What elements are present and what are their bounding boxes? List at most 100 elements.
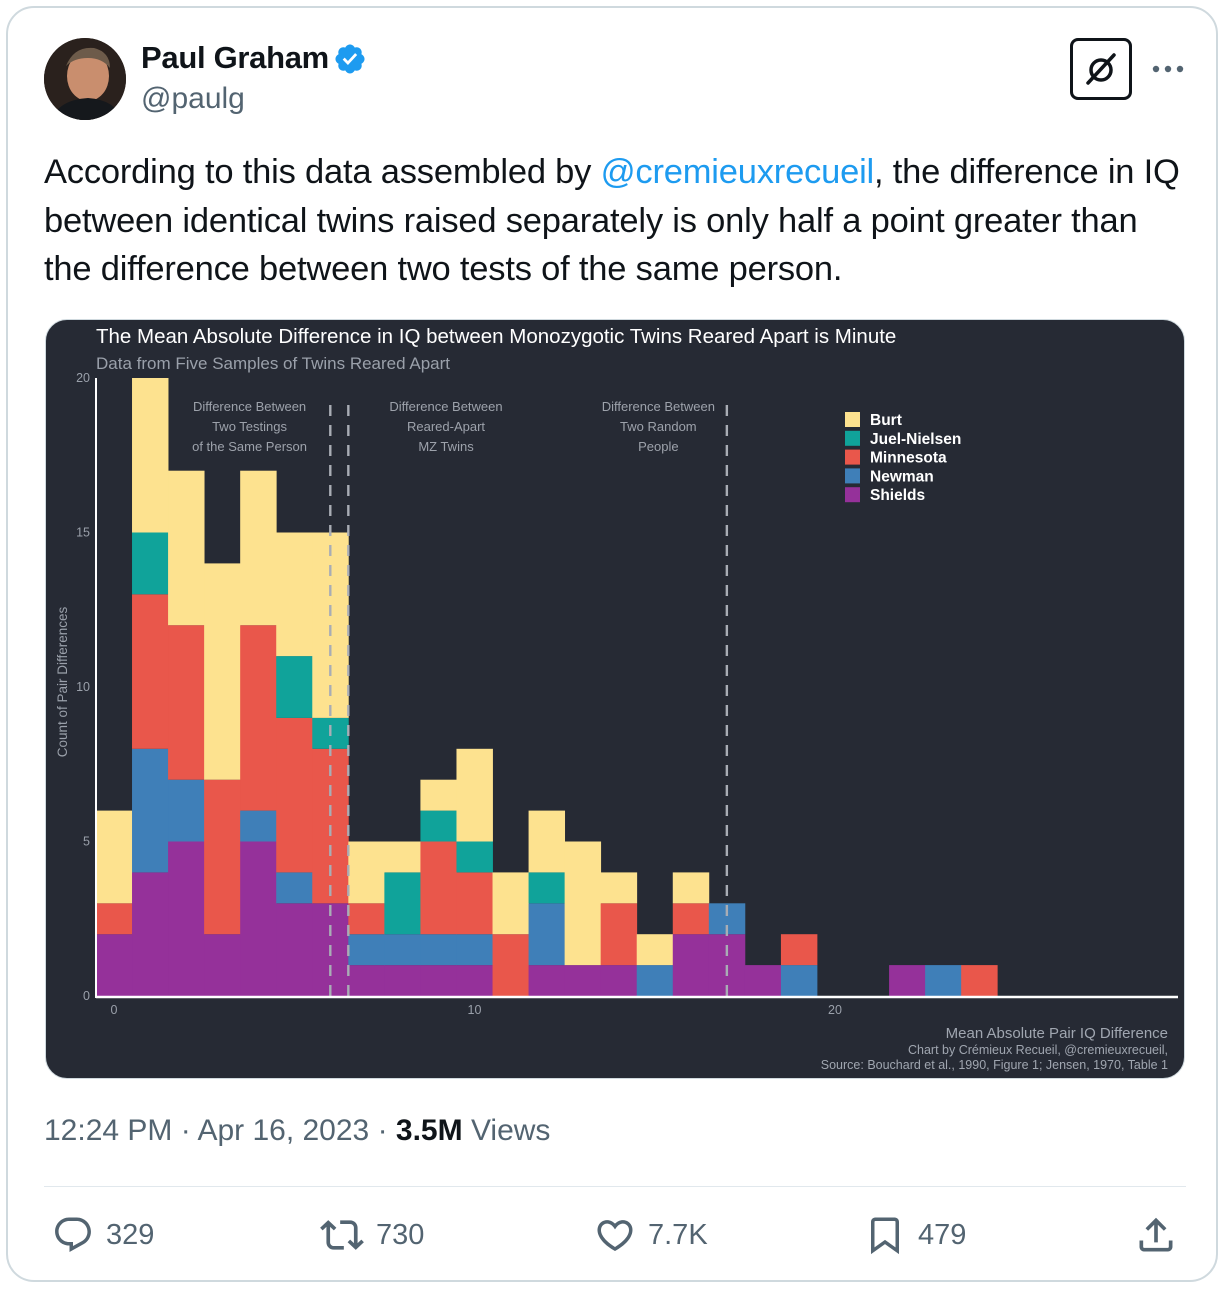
tweet-text: According to this data assembled by @cre… bbox=[44, 148, 1194, 294]
share-icon bbox=[1139, 1217, 1173, 1252]
bar-segment-shields bbox=[240, 841, 277, 996]
reference-label: Difference Between bbox=[193, 399, 306, 414]
chart-image[interactable]: The Mean Absolute Difference in IQ betwe… bbox=[45, 319, 1185, 1079]
chart-caption-1: Chart by Crémieux Recueil, @cremieuxrecu… bbox=[908, 1043, 1168, 1057]
legend-swatch-juel-nielsen bbox=[845, 430, 860, 446]
views-count: 3.5M bbox=[395, 1114, 463, 1147]
bar-segment-juel-nielsen bbox=[132, 532, 169, 595]
bookmark-button[interactable]: 479 bbox=[864, 1212, 966, 1258]
bar-segment-newman bbox=[240, 810, 277, 842]
like-count: 7.7K bbox=[648, 1218, 708, 1251]
bar-segment-shields bbox=[528, 965, 566, 996]
bar-segment-shields bbox=[132, 872, 169, 996]
grok-button[interactable] bbox=[1070, 38, 1132, 100]
separator: · bbox=[172, 1114, 198, 1147]
bookmark-count: 479 bbox=[918, 1218, 967, 1251]
legend-swatch-minnesota bbox=[845, 449, 860, 465]
tweet-timestamp[interactable]: 12:24 PM · Apr 16, 2023 · 3.5M Views bbox=[44, 1114, 550, 1148]
more-icon bbox=[1152, 65, 1184, 73]
legend-label: Shields bbox=[870, 487, 925, 504]
legend-label: Minnesota bbox=[870, 450, 947, 467]
bar-segment-newman bbox=[168, 779, 205, 842]
y-tick-label: 15 bbox=[76, 526, 90, 540]
like-icon bbox=[597, 1220, 633, 1252]
bar-segment-burt bbox=[276, 532, 313, 657]
bar-segment-newman bbox=[384, 934, 421, 966]
y-tick-label: 20 bbox=[76, 371, 90, 385]
bar-segment-shields bbox=[384, 965, 421, 996]
bar-segment-burt bbox=[420, 779, 457, 811]
bar-segment-burt bbox=[456, 748, 493, 842]
bar-segment-juel-nielsen bbox=[420, 810, 457, 842]
tweet-text-after: , the difference in IQ between identical… bbox=[44, 153, 1180, 288]
bar-segment-burt bbox=[204, 563, 241, 780]
bar-segment-newman bbox=[132, 748, 169, 873]
author-name[interactable]: Paul Graham bbox=[141, 40, 329, 75]
bar-segment-newman bbox=[925, 965, 962, 996]
avatar[interactable] bbox=[44, 38, 126, 120]
like-button[interactable]: 7.7K bbox=[594, 1212, 708, 1258]
legend-swatch-burt bbox=[845, 412, 860, 427]
bar-segment-burt bbox=[600, 872, 638, 904]
chart-caption-2: Source: Bouchard et al., 1990, Figure 1;… bbox=[821, 1058, 1168, 1072]
bar-segment-burt bbox=[95, 810, 133, 904]
mention-link[interactable]: @cremieuxrecueil bbox=[600, 153, 875, 191]
bar-segment-shields bbox=[204, 934, 241, 996]
bar-segment-minnesota bbox=[456, 872, 493, 935]
bar-segment-newman bbox=[276, 872, 313, 904]
reply-icon bbox=[55, 1217, 91, 1252]
bar-segment-newman bbox=[636, 965, 674, 996]
bar-segment-newman bbox=[780, 965, 818, 996]
x-tick-label: 10 bbox=[468, 1003, 482, 1017]
legend-label: Burt bbox=[870, 412, 902, 429]
more-button[interactable] bbox=[1148, 52, 1188, 86]
reference-label: People bbox=[638, 439, 678, 454]
separator: · bbox=[369, 1114, 396, 1147]
bar-segment-minnesota bbox=[961, 965, 998, 996]
chart-ylabel: Count of Pair Differences bbox=[55, 606, 70, 757]
bar-segment-minnesota bbox=[348, 903, 385, 935]
chart-subtitle: Data from Five Samples of Twins Reared A… bbox=[96, 354, 450, 373]
bar-segment-burt bbox=[564, 841, 602, 966]
reference-label: of the Same Person bbox=[192, 439, 307, 454]
legend-swatch-newman bbox=[845, 468, 860, 484]
avatar-image bbox=[44, 38, 126, 120]
bar-segment-shields bbox=[744, 965, 782, 996]
grok-icon bbox=[1086, 53, 1116, 85]
bar-segment-shields bbox=[456, 965, 493, 996]
bar-segment-shields bbox=[564, 965, 602, 996]
bar-segment-shields bbox=[276, 903, 313, 996]
bar-segment-newman bbox=[528, 903, 566, 966]
y-tick-label: 10 bbox=[76, 680, 90, 694]
reference-label: Difference Between bbox=[602, 399, 715, 414]
y-tick-label: 0 bbox=[83, 989, 90, 1003]
bar-segment-newman bbox=[420, 934, 457, 966]
legend-label: Juel-Nielsen bbox=[870, 431, 961, 448]
x-tick-label: 0 bbox=[111, 1003, 118, 1017]
bar-segment-minnesota bbox=[600, 903, 638, 966]
bar-segment-minnesota bbox=[132, 594, 169, 749]
chart-xlabel: Mean Absolute Pair IQ Difference bbox=[946, 1025, 1168, 1042]
bar-segment-minnesota bbox=[276, 717, 313, 873]
bar-segment-minnesota bbox=[240, 625, 277, 811]
bar-segment-minnesota bbox=[420, 841, 457, 935]
author-handle[interactable]: @paulg bbox=[141, 82, 245, 115]
bar-segment-minnesota bbox=[168, 625, 205, 780]
repost-button[interactable]: 730 bbox=[320, 1212, 424, 1258]
bar-segment-juel-nielsen bbox=[456, 841, 493, 873]
bar-segment-shields bbox=[95, 934, 133, 996]
reference-label: MZ Twins bbox=[418, 439, 474, 454]
bar-segment-minnesota bbox=[95, 903, 133, 935]
bar-segment-shields bbox=[420, 965, 457, 996]
share-button[interactable] bbox=[1134, 1212, 1190, 1258]
bar-segment-newman bbox=[456, 934, 493, 966]
reply-button[interactable]: 329 bbox=[52, 1212, 154, 1258]
bar-segment-burt bbox=[168, 470, 205, 626]
repost-icon bbox=[320, 1220, 364, 1250]
verified-badge-icon bbox=[335, 44, 365, 74]
reference-label: Two Random bbox=[620, 419, 697, 434]
views-label: Views bbox=[462, 1114, 551, 1147]
bar-segment-newman bbox=[348, 934, 385, 966]
bar-segment-minnesota bbox=[672, 903, 710, 935]
y-tick-label: 5 bbox=[83, 835, 90, 849]
